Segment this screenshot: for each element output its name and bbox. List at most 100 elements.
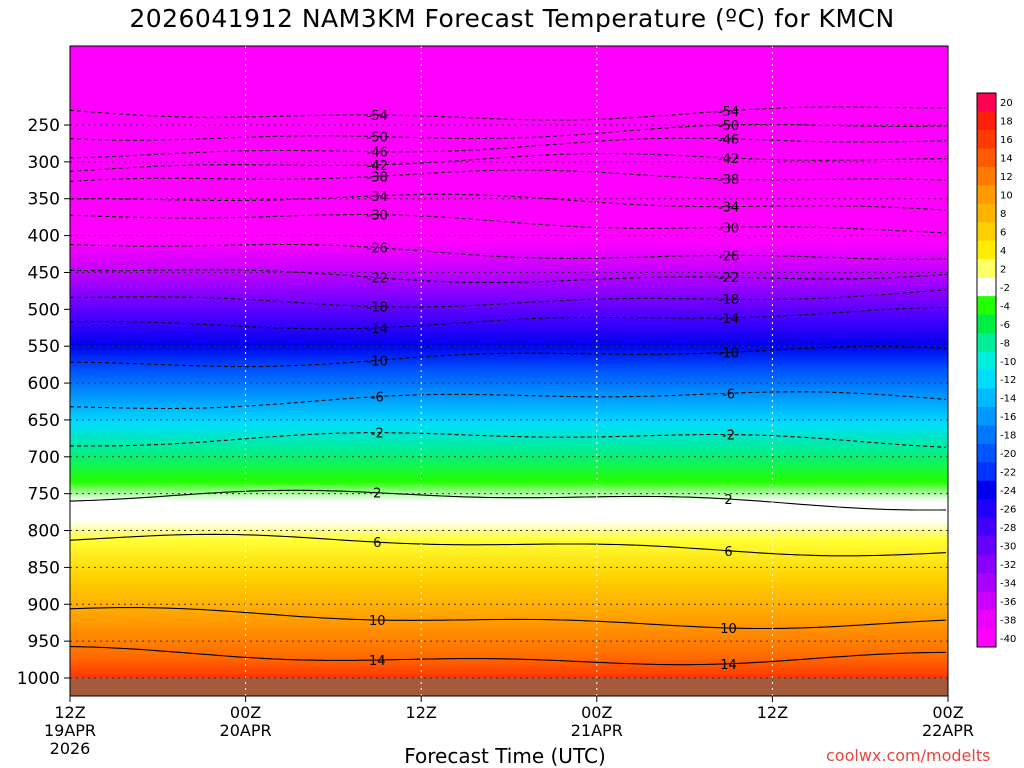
colorbar-segment (977, 443, 996, 463)
y-tick-label: 500 (28, 300, 60, 320)
contour-label: -54 (718, 105, 739, 120)
colorbar-segment (977, 591, 996, 611)
colorbar-segment (977, 462, 996, 482)
colorbar-segment (977, 406, 996, 426)
contour-label: -6 (722, 387, 735, 402)
contour-label: -46 (367, 146, 388, 161)
y-tick-label: 350 (28, 190, 60, 210)
contour-line (70, 345, 947, 368)
colorbar-segment (977, 573, 996, 593)
colorbar-segment (977, 499, 996, 519)
contour-line (70, 306, 947, 330)
colorbar-segment (977, 111, 996, 131)
colorbar-segment (977, 259, 996, 279)
colorbar-label: -14 (1000, 394, 1016, 405)
contour-line (70, 243, 947, 260)
colorbar-label: 6 (1000, 228, 1006, 239)
contour-line (70, 533, 947, 557)
colorbar-segment (977, 388, 996, 408)
colorbar-segment (977, 517, 996, 537)
contour-label: -2 (371, 427, 384, 442)
contour-label: -14 (718, 312, 739, 327)
contour-line (70, 391, 947, 410)
x-tick-label: 12Z (757, 703, 788, 722)
colorbar-segment (977, 222, 996, 242)
contour-label: -26 (367, 242, 388, 257)
x-tick-labels: 12Z 19APR 2026 00Z 20APR 12Z 00Z 21APR 12Z 00Z 22A… (44, 703, 974, 758)
colorbar-label: -6 (1000, 320, 1010, 331)
contour-label: -6 (371, 391, 384, 406)
x-tick-label: 00Z 20APR (220, 703, 272, 740)
colorbar-segment (977, 166, 996, 186)
colorbar-label: -8 (1000, 338, 1010, 349)
contour-label: 10 (369, 614, 386, 629)
contour-label: -50 (367, 131, 388, 146)
y-tick-label: 600 (28, 374, 60, 394)
colorbar-label: -24 (1000, 486, 1016, 497)
colorbar-segment (977, 296, 996, 316)
contour-label: -22 (718, 271, 739, 286)
colorbar-label: -38 (1000, 615, 1016, 626)
y-tick-label: 950 (28, 632, 60, 652)
contour-line (70, 169, 947, 182)
grid-layer (64, 46, 949, 702)
contour-line (70, 432, 947, 448)
contour-label: -42 (718, 152, 739, 167)
contour-label: -2 (722, 429, 735, 444)
contour-label: -30 (367, 209, 388, 224)
y-tick-label: 900 (28, 595, 60, 615)
colorbar-label: -36 (1000, 597, 1016, 608)
colorbar-label: -30 (1000, 541, 1016, 552)
x-axis-label: Forecast Time (UTC) (404, 744, 606, 768)
contour-line (70, 153, 946, 172)
contour-label: 14 (720, 658, 737, 673)
contour-layer: -54 -54-50-50-46-46-42 -42-38 -38-34-34-30-… (70, 105, 947, 673)
contour-label: 6 (724, 545, 732, 560)
chart-title: 2026041912 NAM3KM Forecast Temperature (… (129, 4, 895, 33)
colorbar-label: -28 (1000, 523, 1016, 534)
colorbar-frame (976, 92, 997, 648)
colorbar-label: -10 (1000, 357, 1016, 368)
colorbar-label: 14 (1000, 154, 1013, 165)
colorbar-label: -26 (1000, 505, 1016, 516)
x-tick-label: 12Z 19APR 2026 (44, 703, 96, 758)
colorbar-label: 4 (1000, 246, 1006, 257)
contour-label: -26 (718, 249, 739, 264)
below-ground-band (70, 678, 948, 696)
y-tick-label: 850 (28, 558, 60, 578)
colorbar-label: -12 (1000, 375, 1016, 386)
contour-label: 2 (724, 493, 732, 508)
colorbar-label: -34 (1000, 578, 1016, 589)
x-tick-label: 00Z 21APR (571, 703, 623, 740)
contour-label: -34 (718, 201, 739, 216)
colorbar-segment (977, 185, 996, 205)
y-tick-label: 450 (28, 263, 60, 283)
colorbar-label: -2 (1000, 283, 1010, 294)
y-tick-label: 1000 (17, 669, 60, 689)
contour-label: -38 (718, 173, 739, 188)
colorbar-label: 12 (1000, 172, 1013, 183)
temperature-field (70, 46, 948, 696)
contour-label: -18 (367, 301, 388, 316)
colorbar-segment (977, 536, 996, 556)
y-tick-label: 800 (28, 522, 60, 542)
contour-line (70, 607, 947, 630)
colorbar-segment (977, 93, 996, 112)
contour-label: -10 (718, 346, 739, 361)
colorbar-label: 10 (1000, 191, 1013, 202)
colorbar-segment (977, 610, 996, 630)
colorbar-label: -20 (1000, 449, 1016, 460)
contour-label: -50 (718, 119, 739, 134)
y-tick-label: 650 (28, 411, 60, 431)
colorbar-segment (977, 203, 996, 223)
colorbar-label: -18 (1000, 431, 1016, 442)
contour-label: -10 (367, 354, 388, 369)
colorbar-label: 2 (1000, 264, 1006, 275)
colorbar: 20 18 16 14 12 10 8 6 4 2 -2 -4 -6 -8 -10 -12 -14 -16 -18 -… (976, 92, 1016, 648)
contour-label: -30 (718, 221, 739, 236)
contour-line (70, 123, 947, 141)
colorbar-label: -4 (1000, 301, 1010, 312)
contour-line (70, 489, 947, 511)
colorbar-segment (977, 314, 996, 334)
